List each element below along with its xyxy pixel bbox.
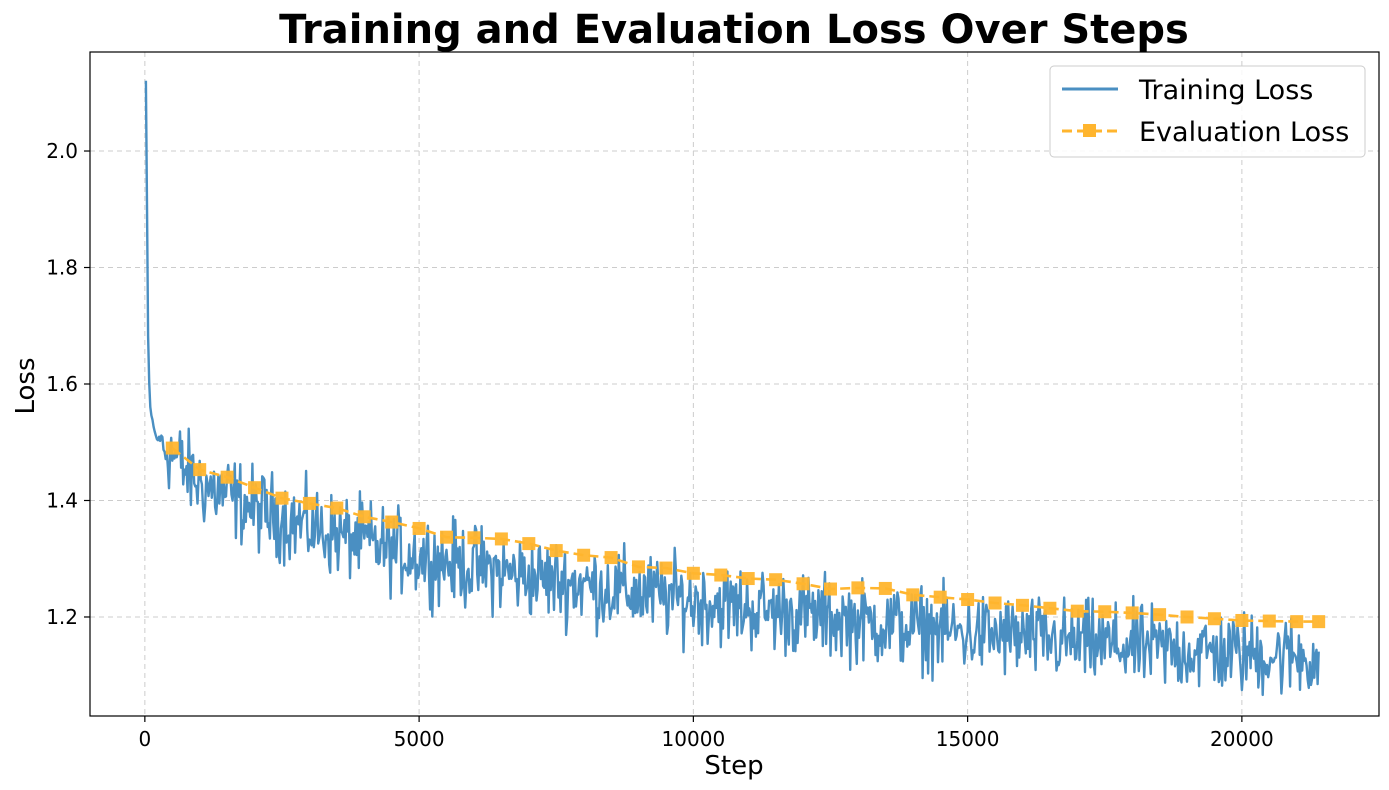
evaluation-loss-point <box>1070 604 1084 618</box>
evaluation-loss-point <box>906 588 920 602</box>
evaluation-loss-point <box>1153 608 1167 622</box>
evaluation-loss-point <box>1235 613 1249 627</box>
evaluation-loss-point <box>604 551 618 565</box>
evaluation-loss-point <box>1125 606 1139 620</box>
evaluation-loss-point <box>494 532 508 546</box>
evaluation-loss-point <box>440 530 454 544</box>
evaluation-loss-point <box>988 596 1002 610</box>
x-tick-label: 10000 <box>662 727 726 751</box>
evaluation-loss-series <box>165 441 1326 629</box>
evaluation-loss-point <box>302 496 316 510</box>
evaluation-loss-point <box>823 582 837 596</box>
evaluation-loss-point <box>1207 612 1221 626</box>
y-tick-label: 1.4 <box>46 488 78 512</box>
legend-evaluation-marker <box>1083 124 1096 137</box>
evaluation-loss-point <box>659 561 673 575</box>
evaluation-loss-point <box>632 560 646 574</box>
evaluation-loss-point <box>193 463 207 477</box>
evaluation-loss-point <box>1290 615 1304 629</box>
evaluation-loss-point <box>248 481 262 495</box>
evaluation-loss-point <box>412 521 426 535</box>
evaluation-loss-point <box>1312 615 1326 629</box>
y-tick-label: 2.0 <box>46 139 78 163</box>
legend-training-label: Training Loss <box>1138 75 1313 106</box>
training-loss-series <box>144 80 1320 697</box>
y-tick-label: 1.2 <box>46 605 78 629</box>
evaluation-loss-point <box>385 515 399 529</box>
evaluation-loss-point <box>933 590 947 604</box>
evaluation-loss-point <box>878 581 892 595</box>
evaluation-loss-point <box>549 544 563 558</box>
training-loss-line <box>144 80 1320 697</box>
evaluation-loss-point <box>220 470 234 484</box>
evaluation-loss-point <box>851 581 865 595</box>
evaluation-loss-point <box>577 548 591 562</box>
legend-evaluation-label: Evaluation Loss <box>1139 117 1349 148</box>
evaluation-loss-point <box>165 441 179 455</box>
evaluation-loss-point <box>741 572 755 586</box>
y-axis-label: Loss <box>11 357 41 414</box>
evaluation-loss-point <box>330 501 344 515</box>
x-tick-label: 15000 <box>936 727 1000 751</box>
y-tick-label: 1.6 <box>46 372 78 396</box>
evaluation-loss-point <box>686 566 700 580</box>
evaluation-loss-point <box>522 537 536 551</box>
evaluation-loss-point <box>1180 610 1194 624</box>
evaluation-loss-point <box>1262 614 1276 628</box>
evaluation-loss-point <box>467 531 481 545</box>
axis-ticks: 0 5000 10000 15000 20000 1.2 1.4 1.6 1.8 2.0 <box>46 139 1273 751</box>
evaluation-loss-point <box>769 573 783 587</box>
x-axis-label: Step <box>704 751 763 781</box>
x-tick-label: 20000 <box>1210 727 1274 751</box>
evaluation-loss-point <box>1015 598 1029 612</box>
evaluation-loss-point <box>1043 601 1057 615</box>
legend: Training Loss Evaluation Loss <box>1049 65 1366 158</box>
evaluation-loss-point <box>714 568 728 582</box>
evaluation-loss-point <box>1098 605 1112 619</box>
x-tick-label: 0 <box>138 727 151 751</box>
chart-title: Training and Evaluation Loss Over Steps <box>279 7 1189 53</box>
y-tick-label: 1.8 <box>46 256 78 280</box>
evaluation-loss-point <box>275 491 289 505</box>
evaluation-loss-point <box>796 577 810 591</box>
legend-box <box>1049 65 1366 158</box>
evaluation-loss-point <box>961 593 975 607</box>
x-tick-label: 5000 <box>394 727 445 751</box>
evaluation-loss-point <box>357 510 371 524</box>
